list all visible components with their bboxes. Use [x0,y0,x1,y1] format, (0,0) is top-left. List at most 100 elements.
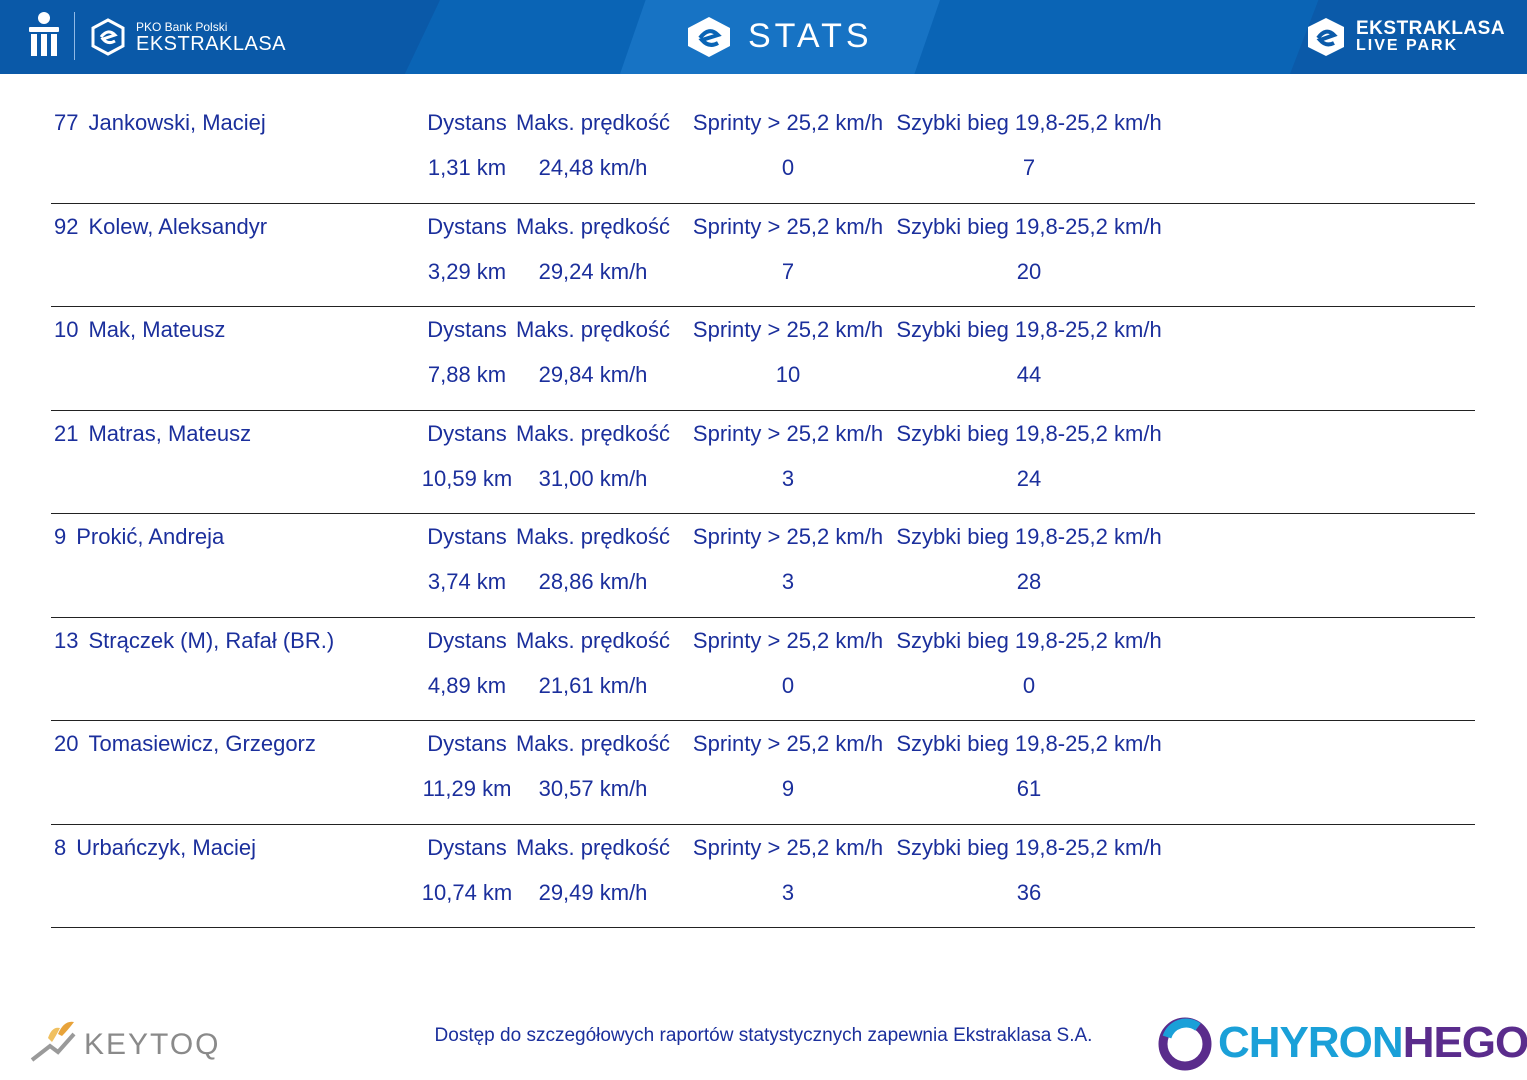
fast-runs-label: Szybki bieg 19,8-25,2 km/h [896,834,1162,860]
player-name: 92 Kolew, Aleksandyr [54,214,267,240]
fast-runs-label: Szybki bieg 19,8-25,2 km/h [896,213,1162,239]
fast-runs-value: 61 [1016,776,1042,801]
sprints-value: 9 [781,776,795,801]
player-number: 9 [54,524,67,549]
logo-divider [74,12,75,60]
sprints-label: Sprinty > 25,2 km/h [692,524,884,549]
distance-label: Dystans [427,731,507,756]
player-name-text: Tomasiewicz, Grzegorz [88,731,316,756]
player-name: 20 Tomasiewicz, Grzegorz [54,731,316,757]
chyronhego-wordmark: CHYRONHEGO [1218,1018,1527,1068]
distance-value: 1,31 km [427,155,507,180]
sprints-label: Sprinty > 25,2 km/h [692,834,884,860]
player-row: 20 Tomasiewicz, Grzegorz Dystans Maks. pr… [51,721,1475,825]
distance-label: Dystans [427,834,507,860]
fast-runs-value: 36 [1016,879,1042,905]
brand-subtitle: PKO Bank Polski [136,20,228,34]
ekstraklasa-logo-icon [91,18,125,56]
distance-value: 7,88 km [427,362,507,387]
stats-title: STATS [748,17,873,55]
distance-label: Dystans [427,317,507,342]
fast-runs-label: Szybki bieg 19,8-25,2 km/h [896,627,1162,653]
player-name: 21 Matras, Mateusz [54,421,251,447]
fast-runs-label: Szybki bieg 19,8-25,2 km/h [896,110,1162,135]
sprints-value: 10 [775,362,801,387]
distance-value: 4,89 km [427,672,507,698]
chyronhego-logo-icon [1158,1017,1212,1071]
fast-runs-value: 28 [1016,569,1042,594]
player-name-text: Mak, Mateusz [88,317,226,342]
max-speed-value: 31,00 km/h [538,465,648,491]
header-bar: PKO Bank Polski EKSTRAKLASA STATS EKSTRA… [0,0,1527,74]
max-speed-value: 30,57 km/h [538,776,648,801]
player-row: 77 Jankowski, Maciej Dystans Maks. prędko… [51,100,1475,204]
footer-note: Dostęp do szczegółowych raportów statyst… [434,1025,1093,1046]
max-speed-value: 28,86 km/h [538,569,648,594]
max-speed-label: Maks. prędkość [515,110,671,135]
player-name: 9 Prokić, Andreja [54,524,224,550]
player-name: 13 Strączek (M), Rafał (BR.) [54,628,334,654]
max-speed-label: Maks. prędkość [515,834,671,860]
stats-logo-icon [688,17,730,57]
player-row: 13 Strączek (M), Rafał (BR.) Dystans Maks… [51,618,1475,721]
distance-value: 10,74 km [421,879,513,905]
sprints-value: 0 [781,155,795,180]
distance-value: 3,74 km [427,569,507,594]
player-name-text: Urbańczyk, Maciej [76,834,256,860]
max-speed-value: 24,48 km/h [538,155,648,180]
header-band-left [0,0,440,74]
sprints-value: 7 [781,258,795,284]
live-park-title: EKSTRAKLASA [1356,18,1506,39]
sprints-label: Sprinty > 25,2 km/h [692,110,884,135]
fast-runs-value: 20 [1016,258,1042,284]
player-number: 10 [54,317,79,342]
sprints-value: 3 [781,569,795,594]
distance-value: 10,59 km [421,465,513,491]
max-speed-value: 21,61 km/h [538,672,648,698]
distance-label: Dystans [427,524,507,549]
distance-label: Dystans [427,110,507,135]
player-row: 9 Prokić, Andreja Dystans Maks. prędkość … [51,514,1475,618]
sprints-label: Sprinty > 25,2 km/h [692,317,884,342]
sprints-label: Sprinty > 25,2 km/h [692,731,884,756]
player-name-text: Jankowski, Maciej [88,110,266,135]
max-speed-label: Maks. prędkość [515,317,671,342]
max-speed-value: 29,24 km/h [538,258,648,284]
player-row: 21 Matras, Mateusz Dystans Maks. prędkość… [51,411,1475,514]
fast-runs-value: 0 [1022,672,1036,698]
sprints-label: Sprinty > 25,2 km/h [692,420,884,446]
player-row: 92 Kolew, Aleksandyr Dystans Maks. prędko… [51,204,1475,307]
fast-runs-label: Szybki bieg 19,8-25,2 km/h [896,420,1162,446]
sprints-value: 3 [781,879,795,905]
player-number: 20 [54,731,79,756]
player-row: 8 Urbańczyk, Maciej Dystans Maks. prędkoś… [51,825,1475,928]
player-name-text: Strączek (M), Rafał (BR.) [88,627,335,653]
sprints-label: Sprinty > 25,2 km/h [692,213,884,239]
player-number: 21 [54,420,79,446]
keytoq-logo-icon [30,1021,76,1062]
player-name-text: Matras, Mateusz [88,420,252,446]
player-name: 10 Mak, Mateusz [54,317,225,343]
player-name-text: Kolew, Aleksandyr [88,213,268,239]
player-name: 77 Jankowski, Maciej [54,110,266,136]
distance-label: Dystans [427,420,507,446]
fast-runs-label: Szybki bieg 19,8-25,2 km/h [896,731,1162,756]
player-number: 8 [54,834,67,860]
header-band-middle [620,0,940,74]
distance-value: 11,29 km [422,776,512,801]
max-speed-value: 29,84 km/h [538,362,648,387]
fast-runs-value: 7 [1022,155,1036,180]
player-name-text: Prokić, Andreja [76,524,225,549]
live-park-logo-icon [1308,18,1344,56]
fast-runs-label: Szybki bieg 19,8-25,2 km/h [896,317,1162,342]
chyronhego-wordmark-part-a: CHYRON [1218,1018,1404,1067]
max-speed-label: Maks. prędkość [515,731,671,756]
player-row: 10 Mak, Mateusz Dystans Maks. prędkość Sp… [51,307,1475,411]
live-park-subtitle: LIVE PARK [1356,37,1459,54]
sprints-value: 3 [781,465,795,491]
keytoq-wordmark: KEYTOQ [84,1028,221,1061]
fast-runs-value: 24 [1016,465,1042,491]
max-speed-label: Maks. prędkość [515,627,671,653]
distance-label: Dystans [427,627,507,653]
max-speed-label: Maks. prędkość [515,213,671,239]
